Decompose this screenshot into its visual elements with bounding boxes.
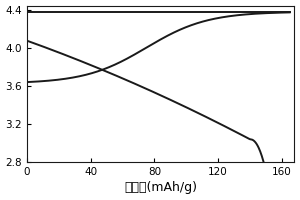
X-axis label: 比容量(mAh/g): 比容量(mAh/g) <box>124 181 197 194</box>
